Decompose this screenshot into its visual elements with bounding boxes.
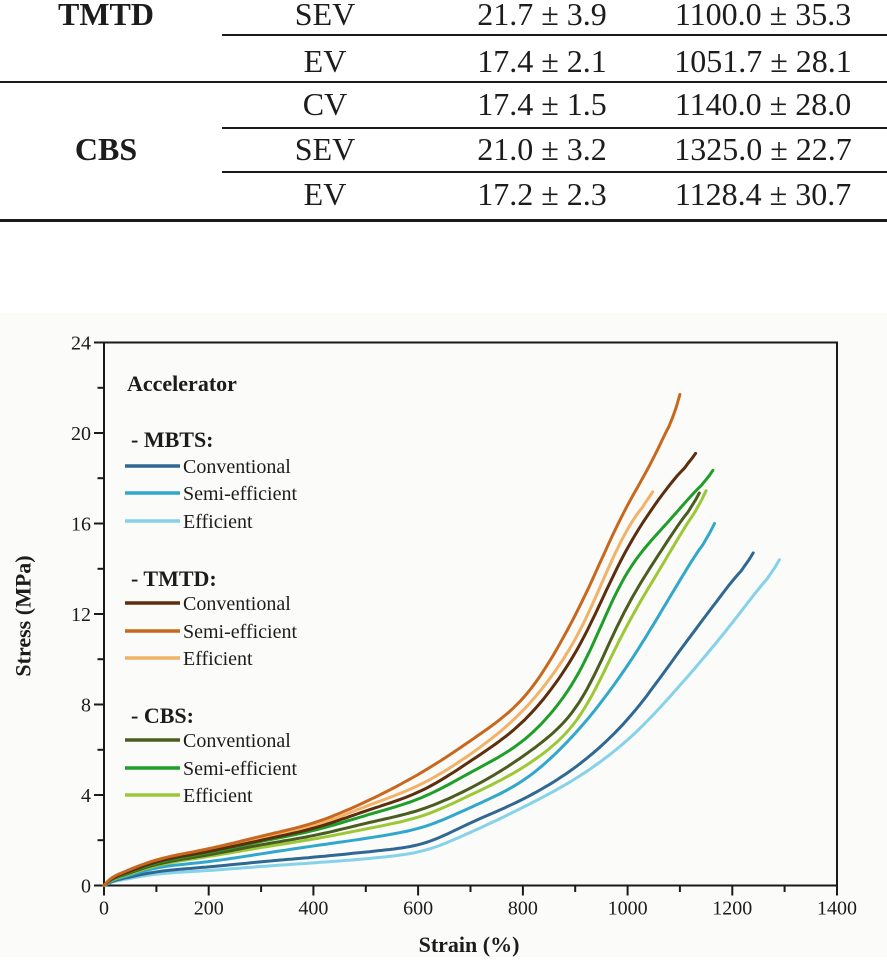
svg-text:1400: 1400 <box>817 898 857 920</box>
svg-text:Semi-efficient: Semi-efficient <box>183 758 297 780</box>
svg-text:Conventional: Conventional <box>183 456 291 478</box>
svg-text:0: 0 <box>99 898 109 920</box>
svg-text:Strain (%): Strain (%) <box>419 932 520 957</box>
svg-text:Efficient: Efficient <box>183 648 253 670</box>
svg-text:Efficient: Efficient <box>183 785 253 807</box>
svg-text:Semi-efficient: Semi-efficient <box>183 483 297 505</box>
svg-text:- CBS:: - CBS: <box>131 703 194 728</box>
svg-text:16: 16 <box>71 514 91 536</box>
svg-text:Efficient: Efficient <box>183 511 253 533</box>
svg-text:4: 4 <box>81 785 91 807</box>
svg-text:Conventional: Conventional <box>183 730 291 752</box>
svg-text:800: 800 <box>508 898 538 920</box>
svg-text:600: 600 <box>403 898 433 920</box>
svg-text:1000: 1000 <box>608 898 648 920</box>
svg-text:20: 20 <box>71 423 91 445</box>
svg-text:400: 400 <box>298 898 328 920</box>
svg-text:8: 8 <box>81 695 91 717</box>
svg-text:200: 200 <box>194 898 224 920</box>
svg-text:Conventional: Conventional <box>183 593 291 615</box>
svg-text:- TMTD:: - TMTD: <box>131 566 217 591</box>
svg-text:- MBTS:: - MBTS: <box>131 427 214 452</box>
svg-text:0: 0 <box>81 876 91 898</box>
svg-text:24: 24 <box>71 333 91 355</box>
svg-text:1200: 1200 <box>712 898 752 920</box>
svg-text:Semi-efficient: Semi-efficient <box>183 621 297 643</box>
svg-text:Stress (MPa): Stress (MPa) <box>11 555 36 676</box>
svg-text:Accelerator: Accelerator <box>127 371 237 396</box>
svg-text:12: 12 <box>71 604 91 626</box>
